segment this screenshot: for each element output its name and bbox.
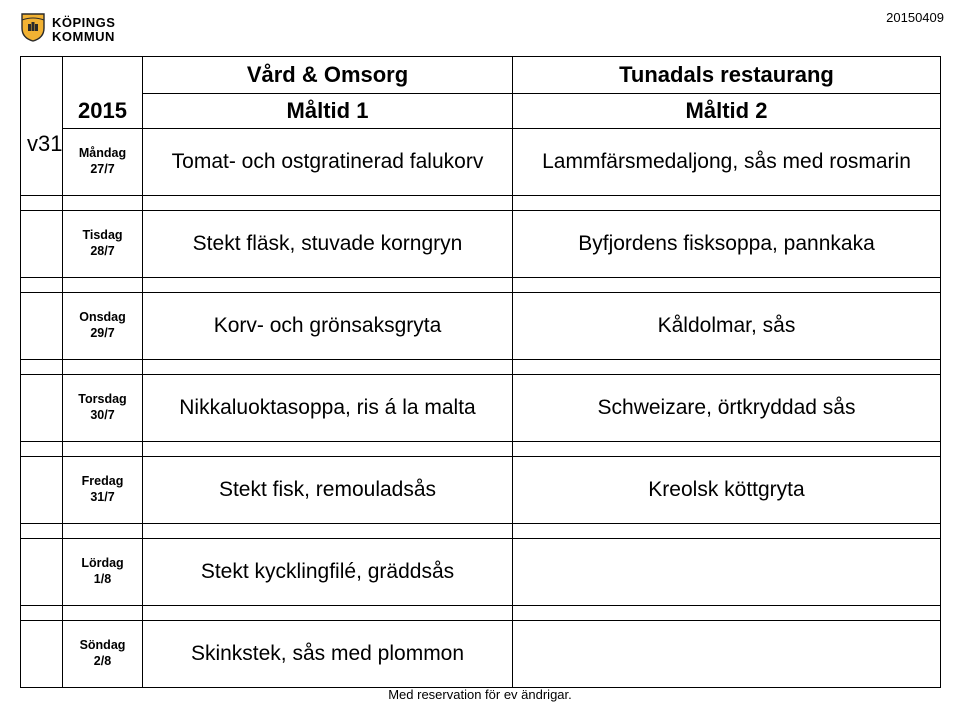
meal2: Schweizare, örtkryddad sås xyxy=(513,375,941,442)
meal2 xyxy=(513,539,941,606)
blank-wk xyxy=(21,375,63,442)
footer-note: Med reservation för ev ändrigar. xyxy=(0,687,960,702)
day-row: Fredag31/7 Stekt fisk, remouladsås Kreol… xyxy=(21,457,941,524)
spacer xyxy=(21,360,941,375)
day-label: Lördag1/8 xyxy=(63,539,143,606)
day-label: Onsdag29/7 xyxy=(63,293,143,360)
meal1: Tomat- och ostgratinerad falukorv xyxy=(143,129,513,196)
blank-wk xyxy=(21,621,63,688)
header-row-1: Vård & Omsorg Tunadals restaurang xyxy=(21,57,941,94)
spacer xyxy=(21,196,941,211)
day-label: Söndag2/8 xyxy=(63,621,143,688)
spacer xyxy=(21,606,941,621)
spacer xyxy=(21,524,941,539)
blank-top-day xyxy=(63,57,143,94)
day-row: Onsdag29/7 Korv- och grönsaksgryta Kåldo… xyxy=(21,293,941,360)
meal2: Lammfärsmedaljong, sås med rosmarin xyxy=(513,129,941,196)
meal1: Stekt fläsk, stuvade korngryn xyxy=(143,211,513,278)
meal1: Korv- och grönsaksgryta xyxy=(143,293,513,360)
page: 20150409 KÖPINGS KOMMUN Vård & Omsorg Tu… xyxy=(0,0,960,718)
blank-wk xyxy=(21,211,63,278)
logo-line2: KOMMUN xyxy=(52,30,115,44)
meal2: Kreolsk köttgryta xyxy=(513,457,941,524)
meal2-header: Måltid 2 xyxy=(513,94,941,129)
day-label: Tisdag28/7 xyxy=(63,211,143,278)
meal1: Stekt fisk, remouladsås xyxy=(143,457,513,524)
logo: KÖPINGS KOMMUN xyxy=(20,12,115,47)
blank-wk xyxy=(21,539,63,606)
blank-top-left xyxy=(21,57,63,94)
day-row: Tisdag28/7 Stekt fläsk, stuvade korngryn… xyxy=(21,211,941,278)
logo-text: KÖPINGS KOMMUN xyxy=(52,16,115,43)
meal2: Kåldolmar, sås xyxy=(513,293,941,360)
day-row: Torsdag30/7 Nikkaluoktasoppa, ris á la m… xyxy=(21,375,941,442)
meal1-header: Måltid 1 xyxy=(143,94,513,129)
menu-table: Vård & Omsorg Tunadals restaurang v31 20… xyxy=(20,56,941,688)
spacer xyxy=(21,442,941,457)
day-label: Fredag31/7 xyxy=(63,457,143,524)
year-cell: 2015 xyxy=(63,94,143,129)
meal2: Byfjordens fisksoppa, pannkaka xyxy=(513,211,941,278)
meal2 xyxy=(513,621,941,688)
day-row: Måndag27/7 Tomat- och ostgratinerad falu… xyxy=(21,129,941,196)
day-row: Söndag2/8 Skinkstek, sås med plommon xyxy=(21,621,941,688)
day-label: Torsdag30/7 xyxy=(63,375,143,442)
week-cell: v31 xyxy=(21,94,63,196)
day-row: Lördag1/8 Stekt kycklingfilé, gräddsås xyxy=(21,539,941,606)
header-row-2: v31 2015 Måltid 1 Måltid 2 xyxy=(21,94,941,129)
day-label: Måndag27/7 xyxy=(63,129,143,196)
blank-wk xyxy=(21,293,63,360)
spacer xyxy=(21,278,941,293)
header-restaurant: Tunadals restaurang xyxy=(513,57,941,94)
meal1: Nikkaluoktasoppa, ris á la malta xyxy=(143,375,513,442)
blank-wk xyxy=(21,457,63,524)
header-care: Vård & Omsorg xyxy=(143,57,513,94)
shield-icon xyxy=(20,12,46,47)
logo-line1: KÖPINGS xyxy=(52,16,115,30)
meal1: Stekt kycklingfilé, gräddsås xyxy=(143,539,513,606)
meal1: Skinkstek, sås med plommon xyxy=(143,621,513,688)
date-stamp: 20150409 xyxy=(886,10,944,25)
